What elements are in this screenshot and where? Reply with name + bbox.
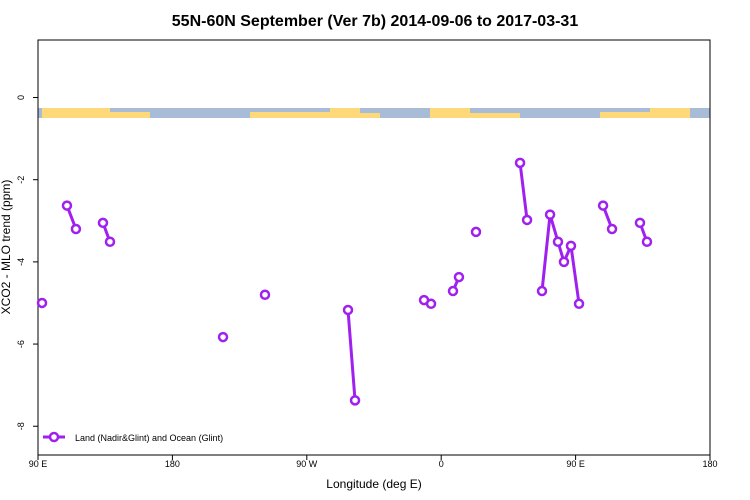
x-tick-label: 180 <box>702 459 717 469</box>
series-line <box>65 162 649 401</box>
data-point <box>470 226 482 238</box>
y-tick-label: 0 <box>16 95 26 100</box>
data-point <box>425 298 437 310</box>
legend-marker <box>48 431 60 443</box>
legend-label: Land (Nadir&Glint) and Ocean (Glint) <box>75 433 223 443</box>
data-point <box>97 217 109 229</box>
data-point <box>634 217 646 229</box>
x-tick-label: 90 W <box>296 459 318 469</box>
data-point <box>552 236 564 247</box>
x-tick-label: 90 E <box>29 459 48 469</box>
data-point <box>573 298 585 310</box>
data-point <box>565 240 577 252</box>
data-point <box>259 289 271 301</box>
data-point <box>606 223 618 235</box>
data-point <box>558 256 570 268</box>
data-point <box>36 297 48 309</box>
x-tick-label: 0 <box>439 459 444 469</box>
x-tick-label: 90 E <box>566 459 585 469</box>
data-point <box>514 157 526 169</box>
x-tick-label: 180 <box>165 459 180 469</box>
data-point <box>641 236 653 247</box>
y-tick-label: -4 <box>16 258 26 266</box>
data-point <box>342 304 354 316</box>
data-point <box>217 331 229 343</box>
chart-title: 55N-60N September (Ver 7b) 2014-09-06 to… <box>172 13 579 30</box>
data-point <box>447 285 459 297</box>
data-point <box>70 223 82 235</box>
data-point <box>453 271 465 283</box>
map-strip <box>38 108 710 118</box>
data-point <box>597 200 609 211</box>
y-tick-label: -2 <box>16 176 26 184</box>
data-point <box>104 236 116 247</box>
plot-frame <box>37 39 711 456</box>
y-axis-label: XCO2 - MLO trend (ppm) <box>0 180 13 315</box>
x-axis-label: Longitude (deg E) <box>326 477 421 491</box>
data-point <box>521 214 533 226</box>
data-point <box>61 200 73 211</box>
data-point <box>536 285 548 297</box>
y-tick-label: -6 <box>16 340 26 348</box>
y-tick-label: -8 <box>16 422 26 430</box>
data-point <box>544 209 556 220</box>
data-point <box>349 395 361 406</box>
